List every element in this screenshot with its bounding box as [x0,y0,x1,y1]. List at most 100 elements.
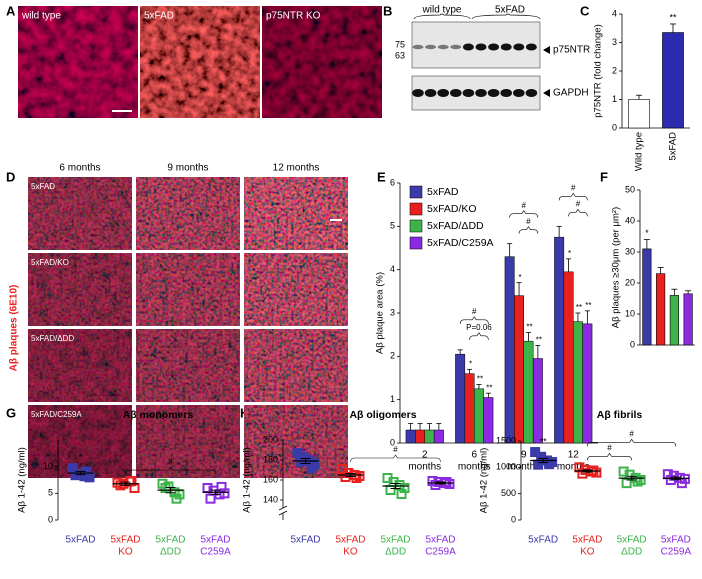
bar [424,429,435,444]
y-tick-label: 3 [390,307,395,317]
significance-label: # [607,443,612,452]
x-tick-label: 6 [471,450,477,461]
panel-letter: G [6,405,16,420]
band [500,43,512,51]
data-point [70,470,81,481]
legend-label: 5xFAD [427,186,459,198]
arrow [543,89,550,97]
y-tick-label: 2 [390,351,395,361]
bar [656,273,666,346]
legend-label: 5xFAD/C259A [427,237,494,249]
significance-bracket [469,332,489,340]
significance-mark: ** [585,301,591,310]
significance-mark: * [568,249,571,258]
significance-mark: ** [477,375,483,384]
legend-label: 5xFAD/KO [427,203,477,215]
band [462,89,475,97]
x-tick-label: 5xFAD [200,535,230,546]
y-tick-label: 0 [511,514,516,524]
bar [514,295,524,444]
y-tick-label: 0 [390,437,395,447]
panel-letter: D [6,169,15,184]
data-point [160,483,171,493]
significance-bracket [558,192,588,201]
x-tick-label: 5xFAD [290,535,320,546]
panel-letter: A [6,3,16,18]
y-tick-label: 5 [48,488,53,498]
bar [405,429,416,444]
panel-letter: C [580,3,590,18]
x-tick-label: 5xFAD [617,535,647,546]
significance-mark: ** [536,336,542,345]
x-tick-label: 5xFAD [425,535,455,546]
y-axis-label: Aβ plaques ≥30μm (per μm²) [611,207,622,328]
plaque-texture [136,329,240,402]
image-label: wild type [21,11,61,22]
band [475,43,487,51]
y-tick-label: 200 [263,434,278,444]
plaque-texture [244,177,348,250]
y-tick-label: 180 [263,454,278,464]
y-tick-label: 2 [612,65,617,75]
legend-swatch [409,219,423,233]
micrograph-texture [140,6,260,118]
band [525,89,538,97]
y-tick-label: 10 [625,308,635,318]
band [462,43,474,51]
plaque-texture [244,253,348,326]
data-point [676,478,687,489]
y-axis-label: Aβ 1-42 (ng/ml) [242,447,253,513]
band [412,89,424,97]
significance-mark: * [469,359,472,368]
band [437,89,450,97]
axis-break [278,505,288,511]
plaque-texture [136,177,240,250]
row-label: 5xFAD [31,182,55,191]
x-tick-label: ΔDD [621,547,642,558]
y-tick-label: 5 [390,221,395,231]
bar [504,256,515,444]
panel-letter: F [600,169,608,184]
x-tick-label: 5xFAD [110,535,140,546]
group-label: wild type [422,5,462,16]
mw-marker: 63 [395,50,405,60]
y-tick-label: 1500 [496,435,516,445]
x-tick-label: months [557,462,590,473]
y-tick-label: 1 [390,394,395,404]
plaque-texture [244,329,348,402]
bar [523,340,534,444]
bar [582,323,593,444]
y-axis-label: p75NTR (fold change) [593,24,604,117]
significance-label: # [576,199,581,208]
legend-swatch [409,202,423,216]
x-tick-label: 5xFAD [155,535,185,546]
bar [455,353,466,444]
y-tick-label: 0 [612,122,617,132]
y-tick-label: 0 [48,514,53,524]
x-tick-label: 5xFAD [668,132,679,161]
data-point [216,481,227,492]
significance-bracket [587,438,677,447]
band [425,44,437,50]
band [513,43,525,51]
significance-bracket [518,226,539,234]
bar [573,321,583,444]
bar [563,271,574,444]
column-title: 12 months [273,163,320,174]
plaque-texture [28,329,132,402]
bar [554,236,565,444]
significance-bracket [509,210,539,218]
plaque-texture [28,405,132,478]
significance-bracket [350,454,441,463]
y-tick-label: 20 [625,277,635,287]
x-tick-label: C259A [200,547,231,558]
data-point [430,480,441,490]
band [424,89,437,97]
legend-swatch [409,185,423,199]
y-axis-label: Aβ 1-42 (ng/ml) [479,448,490,514]
significance-label: # [168,457,173,466]
data-point [126,476,137,487]
bar [415,429,426,444]
significance-mark: * [518,273,521,282]
